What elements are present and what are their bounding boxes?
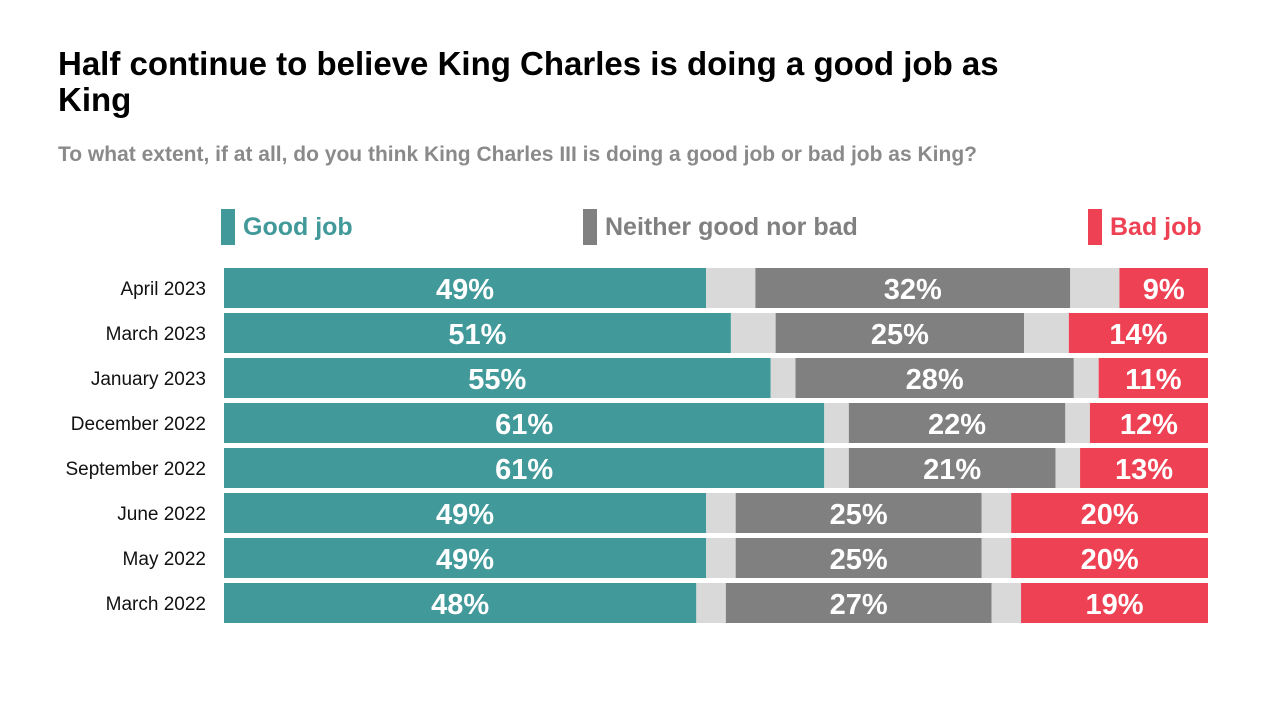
bar-segment-s1 [730,313,776,353]
bar-segment-s4 [1119,268,1208,308]
bar-segment-s3 [981,493,1012,533]
legend-swatch-neither [583,209,597,245]
data-label: 27% [830,589,888,621]
bar-segment-s3 [1065,403,1090,443]
bar-segment-s1 [706,493,736,533]
data-label: 13% [1115,454,1173,486]
data-label: 14% [1109,319,1167,351]
bar-segment-s4 [1098,358,1208,398]
bar-segment-s2 [735,538,982,578]
data-label: 32% [884,274,942,306]
bar-segment-s1 [824,403,849,443]
data-label: 61% [495,454,553,486]
bar-segment-s0 [224,583,697,623]
bar-segment-s2 [755,268,1071,308]
legend-item-good-job: Good job [221,209,353,245]
bar-segment-s2 [795,358,1074,398]
data-label: 20% [1081,544,1139,576]
bar-segment-s3 [991,583,1022,623]
bar-segment-s4 [1089,403,1208,443]
row-label: December 2022 [71,414,206,435]
data-label: 25% [830,499,888,531]
bar-segment-s3 [981,538,1012,578]
bar-segment-s0 [224,448,825,488]
bar-segment-s2 [735,493,982,533]
legend-item-neither: Neither good nor bad [583,209,858,245]
bar-segment-s1 [824,448,849,488]
legend-swatch-good-job [221,209,235,245]
row-label: April 2023 [120,279,206,300]
data-label: 49% [436,544,494,576]
row-label: January 2023 [91,369,206,390]
data-label: 20% [1081,499,1139,531]
chart-title: Half continue to believe King Charles is… [58,45,999,118]
data-label: 25% [871,319,929,351]
bar-segment-s4 [1021,583,1208,623]
bar-segment-s3 [1024,313,1069,353]
legend-label-good-job: Good job [243,212,353,241]
row-label: May 2022 [123,549,206,570]
data-label: 21% [923,454,981,486]
bar-segment-s0 [224,358,771,398]
bar-segment-s4 [1080,448,1208,488]
data-label: 51% [448,319,506,351]
bar-segment-s3 [1073,358,1099,398]
row-label: March 2023 [106,324,206,345]
data-label: 19% [1085,589,1143,621]
bar-segment-s1 [706,268,756,308]
bar-segment-s2 [775,313,1025,353]
bar-segment-s0 [224,538,707,578]
data-label: 9% [1143,274,1185,306]
bar-segment-s2 [725,583,992,623]
bar-segment-s2 [848,448,1056,488]
bar-segment-s3 [1055,448,1081,488]
bar-segment-s4 [1011,538,1208,578]
data-label: 12% [1120,409,1178,441]
bar-segment-s2 [848,403,1066,443]
bar-segment-s0 [224,268,707,308]
data-label: 48% [431,589,489,621]
legend-label-bad-job: Bad job [1110,212,1202,241]
row-label: March 2022 [106,594,206,615]
bar-segment-s1 [706,538,736,578]
data-label: 61% [495,409,553,441]
row-label: June 2022 [117,504,206,525]
bar-segment-s4 [1068,313,1208,353]
data-label: 28% [906,364,964,396]
bar-segment-s0 [224,403,825,443]
legend-item-bad-job: Bad job [1088,209,1202,245]
bar-segment-s0 [224,313,731,353]
data-label: 55% [468,364,526,396]
bar-segment-s1 [770,358,796,398]
bar-segment-s0 [224,493,707,533]
data-label: 25% [830,544,888,576]
data-label: 22% [928,409,986,441]
data-label: 11% [1125,364,1182,396]
row-label: September 2022 [66,459,207,480]
chart-subtitle: To what extent, if at all, do you think … [58,143,977,166]
data-label: 49% [436,499,494,531]
data-label: 49% [436,274,494,306]
bar-segment-s1 [696,583,726,623]
legend-label-neither: Neither good nor bad [605,212,858,241]
bar-segment-s4 [1011,493,1208,533]
legend-swatch-bad-job [1088,209,1102,245]
bar-segment-s3 [1070,268,1120,308]
